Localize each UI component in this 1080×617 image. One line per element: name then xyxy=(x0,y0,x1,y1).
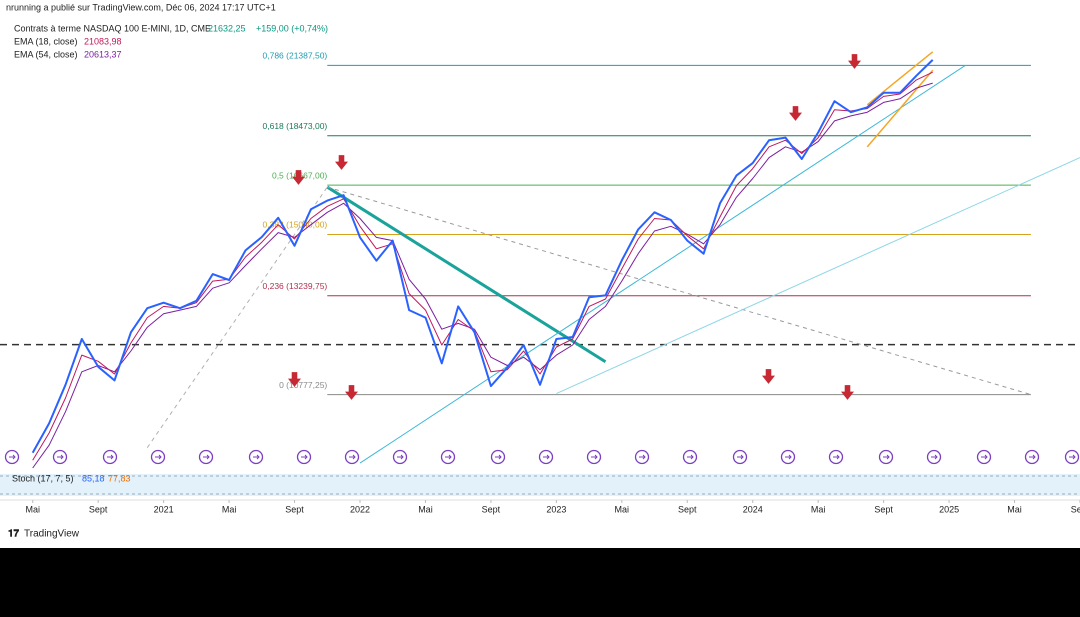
stoch-k: 85,18 xyxy=(82,473,105,483)
trendline xyxy=(866,69,934,148)
trendline xyxy=(327,186,1032,396)
x-tick-label: Mai xyxy=(222,504,237,514)
event-icon-glyph xyxy=(155,454,162,460)
x-tick-label: 2025 xyxy=(939,504,959,514)
event-icon-glyph xyxy=(981,454,988,460)
ema-line xyxy=(32,82,933,469)
event-icon-glyph xyxy=(107,454,114,460)
event-icon-glyph xyxy=(883,454,890,460)
last-price: 21632,25 xyxy=(208,23,246,33)
x-axis: Mai Sept 2021 Mai Sept 2022 Mai Sept 2023 Mai Sept… xyxy=(25,500,1080,514)
trendline xyxy=(359,64,966,464)
x-tick-label: Sept xyxy=(89,504,108,514)
fib-label: 0,618 (18473,00) xyxy=(263,121,328,131)
stoch-d: 77,83 xyxy=(108,473,131,483)
x-tick-label: 2021 xyxy=(154,504,174,514)
event-icon-glyph xyxy=(57,454,64,460)
x-tick-label: Sept xyxy=(678,504,697,514)
trendline xyxy=(866,51,934,106)
published: nrunning a publié sur TradingView.com, D… xyxy=(6,2,276,12)
event-icon-glyph xyxy=(203,454,210,460)
x-tick-label: 2022 xyxy=(350,504,370,514)
x-tick-label: Sept xyxy=(1071,504,1080,514)
price-change: +159,00 (+0,74%) xyxy=(256,23,328,33)
event-icon-glyph xyxy=(253,454,260,460)
x-tick-label: Sept xyxy=(874,504,893,514)
fib-label: 0,786 (21387,50) xyxy=(263,51,328,61)
x-tick-label: 2023 xyxy=(546,504,566,514)
trendline xyxy=(556,157,1080,395)
event-icon-glyph xyxy=(931,454,938,460)
x-tick-label: 2024 xyxy=(743,504,763,514)
plot-area: 0,786 (21387,50)0,618 (18473,00)0,5 (166… xyxy=(0,51,1080,469)
event-icon-glyph xyxy=(785,454,792,460)
fib-label: 0,382 (15040,00) xyxy=(263,220,328,230)
logo-mark: 𝟏𝟕 xyxy=(8,529,20,540)
event-icon-glyph xyxy=(833,454,840,460)
x-tick-label: Sept xyxy=(482,504,501,514)
event-icon-glyph xyxy=(591,454,598,460)
event-icon-glyph xyxy=(687,454,694,460)
ema-legend: EMA (18, close) xyxy=(14,36,78,46)
event-icon-glyph xyxy=(445,454,452,460)
event-icon-glyph xyxy=(9,454,16,460)
event-icons xyxy=(4,449,1080,465)
fib-label: 0,236 (13239,75) xyxy=(263,281,328,291)
x-tick-label: Mai xyxy=(811,504,826,514)
x-tick-label: Mai xyxy=(418,504,433,514)
event-icon-glyph xyxy=(543,454,550,460)
event-icon-glyph xyxy=(495,454,502,460)
symbol-name: Contrats à terme NASDAQ 100 E-MINI, 1D, … xyxy=(14,23,211,33)
event-icon-glyph xyxy=(1029,454,1036,460)
ema-value: 20613,37 xyxy=(84,49,122,59)
stoch-name: Stoch (17, 7, 5) xyxy=(12,473,74,483)
event-icon-glyph xyxy=(397,454,404,460)
event-icon-glyph xyxy=(301,454,308,460)
event-icon-glyph xyxy=(737,454,744,460)
ema-value: 21083,98 xyxy=(84,36,122,46)
x-tick-label: Sept xyxy=(285,504,304,514)
x-tick-label: Mai xyxy=(25,504,40,514)
x-tick-label: Mai xyxy=(615,504,630,514)
event-icon-glyph xyxy=(639,454,646,460)
fib-label: 0 (10777,25) xyxy=(279,380,327,390)
price-line xyxy=(31,59,934,454)
brand: TradingView xyxy=(24,529,80,540)
event-icon-glyph xyxy=(349,454,356,460)
stoch-band xyxy=(0,474,1080,496)
bottom-bar xyxy=(0,548,1080,617)
x-tick-label: Mai xyxy=(1007,504,1022,514)
background xyxy=(0,0,1080,548)
ema-legend: EMA (54, close) xyxy=(14,49,78,59)
event-icon-glyph xyxy=(1069,454,1076,460)
